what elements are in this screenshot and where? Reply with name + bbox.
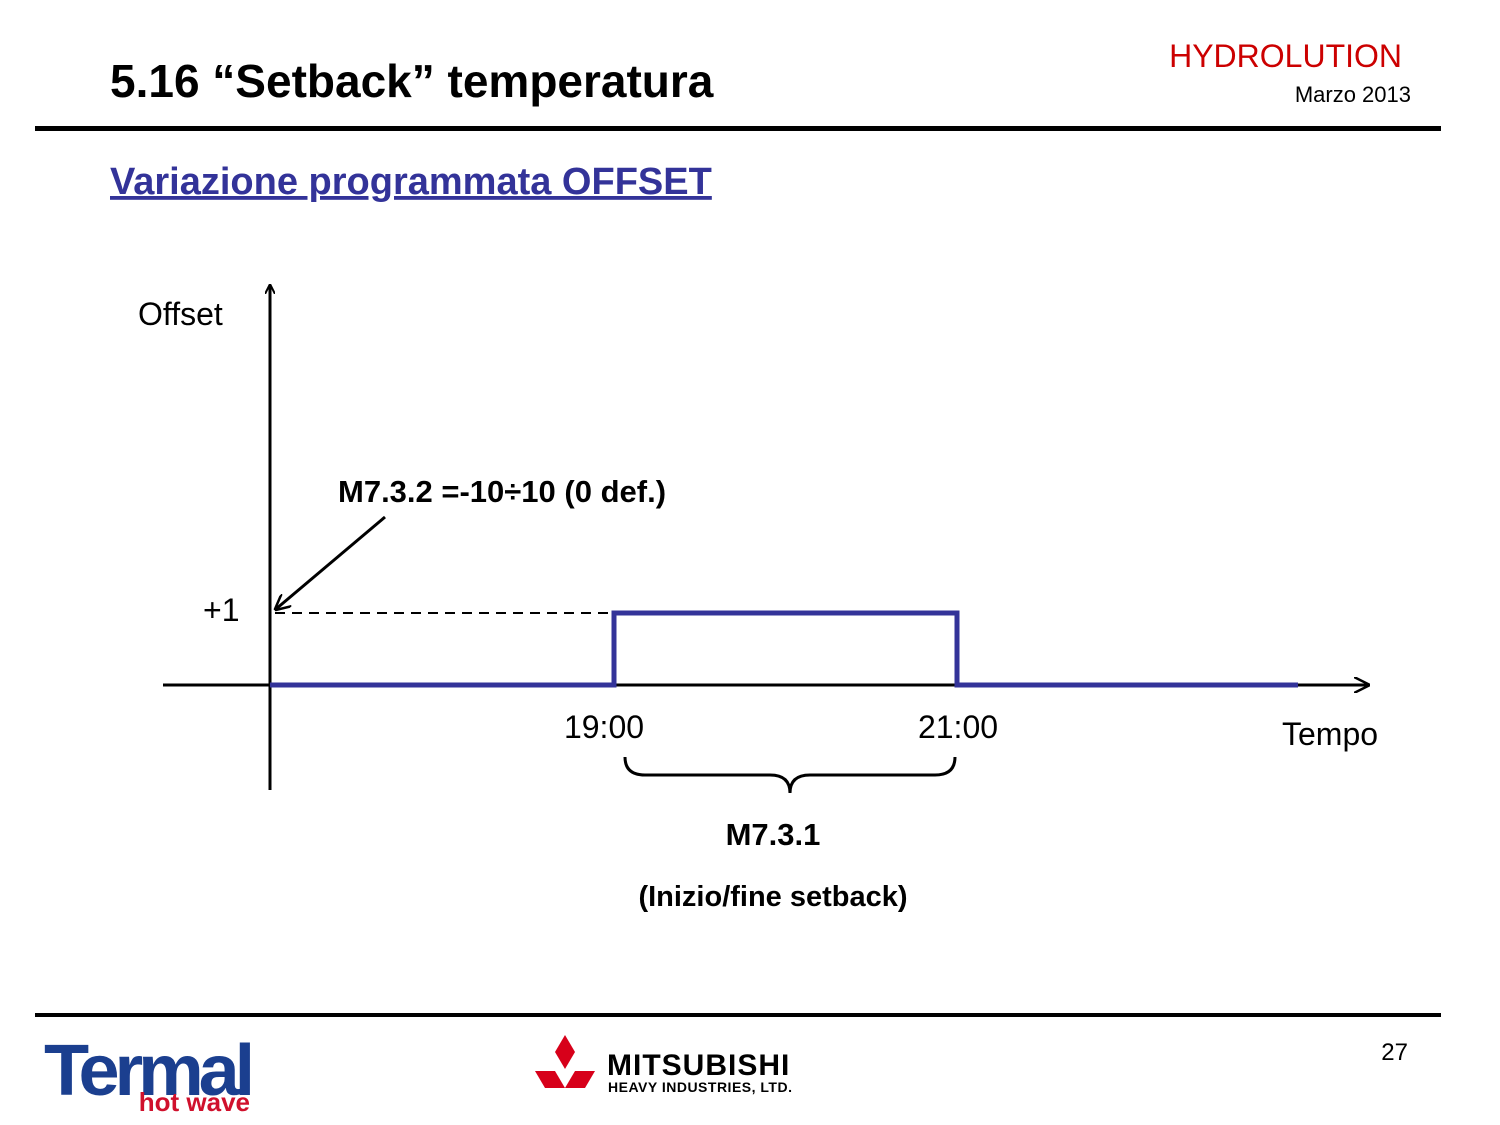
y-axis-label: Offset: [138, 296, 223, 332]
footer-rule: [35, 1013, 1441, 1017]
subtitle: Variazione programmata OFFSET: [110, 161, 712, 203]
page-number: 27: [1381, 1039, 1408, 1066]
level-label: +1: [203, 592, 239, 628]
logo-left: Termal: [44, 1031, 250, 1111]
annotation-arrow: [276, 515, 386, 609]
end-time: 21:00: [918, 709, 998, 745]
offset-signal: [270, 610, 1298, 688]
brace-note: (Inizio/fine setback): [638, 881, 907, 913]
brace: [623, 756, 957, 794]
logo-right-tagline: HEAVY INDUSTRIES, LTD.: [608, 1079, 792, 1095]
header-rule: [35, 126, 1441, 131]
brace-label: M7.3.1: [726, 817, 821, 852]
mitsubishi-diamonds: [535, 1035, 595, 1088]
start-time: 19:00: [564, 709, 644, 745]
annotation: M7.3.2 =-10÷10 (0 def.): [338, 474, 666, 509]
x-axis-label: Tempo: [1282, 716, 1378, 752]
logo-left-tagline: hot wave: [139, 1087, 250, 1117]
date: Marzo 2013: [1295, 82, 1411, 107]
logo-right: MITSUBISHI: [607, 1049, 790, 1082]
brand: HYDROLUTION: [1169, 38, 1402, 74]
slide-title: 5.16 “Setback” temperatura: [110, 55, 714, 107]
